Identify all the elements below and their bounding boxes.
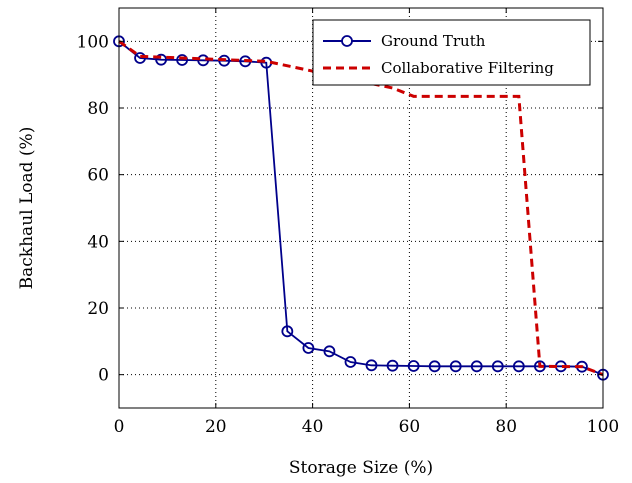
plot-frame bbox=[118, 7, 604, 409]
data-point-ground-truth bbox=[365, 359, 378, 372]
data-point-ground-truth bbox=[449, 360, 462, 373]
y-tick-label: 0 bbox=[98, 366, 109, 386]
x-tick-label: 20 bbox=[205, 417, 227, 437]
x-tick-label: 100 bbox=[587, 417, 619, 437]
legend: Ground Truth Collaborative Filtering bbox=[312, 19, 591, 86]
data-point-ground-truth bbox=[512, 360, 525, 373]
y-tick-label: 40 bbox=[87, 232, 109, 252]
y-axis-label: Backhaul Load (%) bbox=[17, 127, 37, 290]
x-axis-label: Storage Size (%) bbox=[289, 458, 433, 478]
legend-marker-ground-truth bbox=[341, 35, 353, 47]
x-tick-label: 40 bbox=[302, 417, 324, 437]
y-tick-label: 20 bbox=[87, 299, 109, 319]
data-point-ground-truth bbox=[470, 360, 483, 373]
y-tick-label: 100 bbox=[77, 32, 109, 52]
data-point-ground-truth bbox=[155, 53, 168, 66]
data-point-ground-truth bbox=[428, 360, 441, 373]
data-point-ground-truth bbox=[344, 356, 357, 368]
legend-label-collaborative-filtering: Collaborative Filtering bbox=[381, 59, 554, 77]
data-point-ground-truth bbox=[176, 54, 189, 66]
grid-lines bbox=[119, 8, 603, 408]
data-point-ground-truth bbox=[491, 360, 504, 373]
data-point-ground-truth bbox=[533, 360, 546, 373]
data-point-ground-truth bbox=[407, 360, 420, 372]
data-point-ground-truth bbox=[323, 345, 336, 358]
y-tick-label: 60 bbox=[87, 166, 109, 186]
series-line-collaborative-filtering bbox=[118, 40, 604, 377]
y-tick-label: 80 bbox=[87, 99, 109, 119]
axis-ticks: 0 20 40 60 80 100 0 20 40 60 80 100 bbox=[77, 8, 619, 437]
data-point-ground-truth bbox=[386, 359, 399, 372]
data-point-ground-truth bbox=[281, 325, 294, 338]
x-tick-label: 60 bbox=[399, 417, 421, 437]
data-point-ground-truth bbox=[302, 342, 315, 354]
x-tick-label: 80 bbox=[495, 417, 517, 437]
x-tick-label: 0 bbox=[114, 417, 125, 437]
series-line-ground-truth bbox=[118, 40, 604, 376]
legend-box bbox=[312, 19, 591, 86]
legend-label-ground-truth: Ground Truth bbox=[381, 32, 486, 50]
